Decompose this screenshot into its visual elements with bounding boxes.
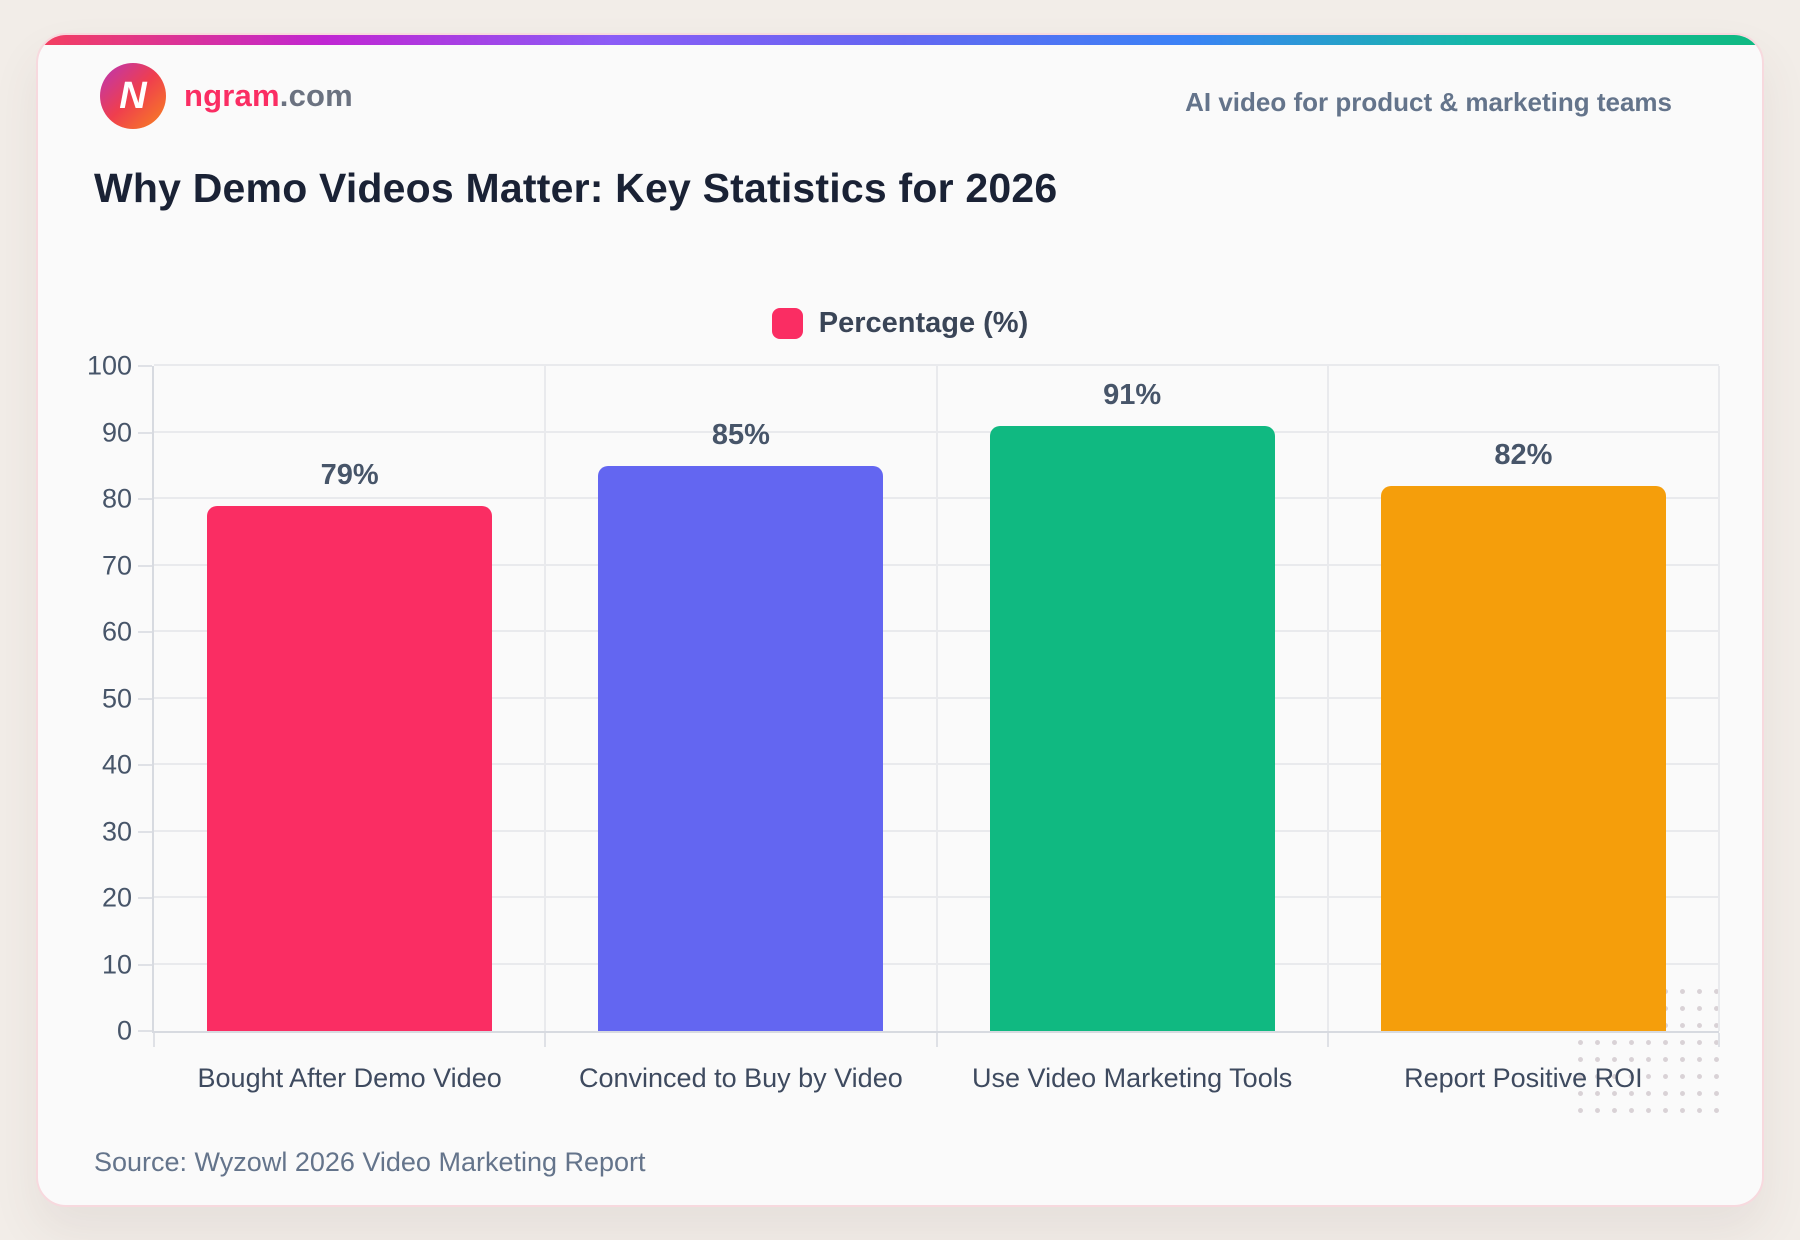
y-axis-label: 80 — [101, 483, 132, 514]
y-axis-tick — [138, 697, 152, 700]
bar-value-label: 79% — [320, 458, 379, 491]
logo-letter: N — [119, 75, 147, 117]
ngram-logo-icon: N — [100, 63, 166, 129]
x-axis-tick — [935, 1033, 938, 1047]
page-title: Why Demo Videos Matter: Key Statistics f… — [94, 165, 1058, 211]
y-axis-tick — [138, 431, 152, 434]
x-axis-tick — [1718, 1033, 1720, 1047]
y-axis-tick — [138, 564, 152, 567]
y-axis-tick — [138, 963, 152, 966]
y-axis-tick — [138, 498, 152, 500]
x-axis-label: Use Video Marketing Tools — [972, 1063, 1293, 1093]
y-axis-label: 30 — [101, 816, 132, 846]
y-axis-tick — [138, 365, 152, 367]
y-axis-label: 60 — [101, 616, 132, 647]
y-axis-label: 70 — [101, 550, 132, 580]
bar-1[interactable] — [207, 505, 493, 1031]
x-axis-label: Convinced to Buy by Video — [579, 1063, 903, 1093]
infographic-card: N ngram.com AI video for product & marke… — [36, 33, 1764, 1207]
y-axis-label: 50 — [101, 683, 132, 713]
legend-swatch — [771, 308, 803, 339]
bar-4[interactable] — [1380, 485, 1666, 1031]
y-axis-label: 90 — [101, 417, 132, 447]
y-axis-tick — [138, 830, 152, 833]
y-axis-tick — [138, 764, 152, 766]
y-axis-label: 10 — [101, 949, 132, 979]
x-axis-label: Report Positive ROI — [1404, 1063, 1643, 1093]
y-axis-label: 100 — [86, 350, 132, 381]
y-axis-tick — [138, 1030, 152, 1032]
logo-text-primary: ngram — [184, 78, 280, 113]
gridline-horizontal — [154, 364, 1719, 366]
y-axis-tick — [138, 897, 152, 899]
brand-logo: N ngram.com — [100, 63, 353, 129]
x-axis-tick — [544, 1033, 547, 1047]
source-note: Source: Wyzowl 2026 Video Marketing Repo… — [94, 1147, 646, 1177]
gridline-vertical — [935, 366, 938, 1031]
bar-value-label: 91% — [1103, 378, 1162, 411]
y-axis-label: 40 — [101, 749, 132, 780]
plot-area: 0 10 20 30 40 50 60 70 80 90 100 79% Bought After De… — [87, 352, 1720, 1093]
bar-3[interactable] — [989, 425, 1275, 1031]
x-axis-tick — [1326, 1033, 1329, 1047]
logo-wordmark: ngram.com — [184, 78, 353, 114]
y-axis-label: 20 — [101, 882, 132, 913]
legend-label: Percentage (%) — [818, 307, 1029, 339]
bar-value-label: 82% — [1494, 438, 1553, 471]
brand-tagline: AI video for product & marketing teams — [1185, 87, 1672, 117]
y-axis-label: 0 — [116, 1015, 132, 1046]
gridline-vertical — [1718, 366, 1720, 1031]
gridline-vertical — [544, 366, 547, 1031]
chart-legend[interactable]: Percentage (%) — [38, 307, 1762, 340]
gridline-vertical — [1326, 366, 1329, 1031]
top-gradient-strip — [38, 35, 1762, 45]
bar-value-label: 85% — [711, 418, 770, 451]
x-axis-tick — [153, 1033, 155, 1047]
y-axis-tick — [138, 631, 152, 633]
bar-2[interactable] — [598, 465, 884, 1031]
logo-text-secondary: .com — [279, 78, 353, 113]
x-axis-label: Bought After Demo Video — [197, 1063, 502, 1093]
